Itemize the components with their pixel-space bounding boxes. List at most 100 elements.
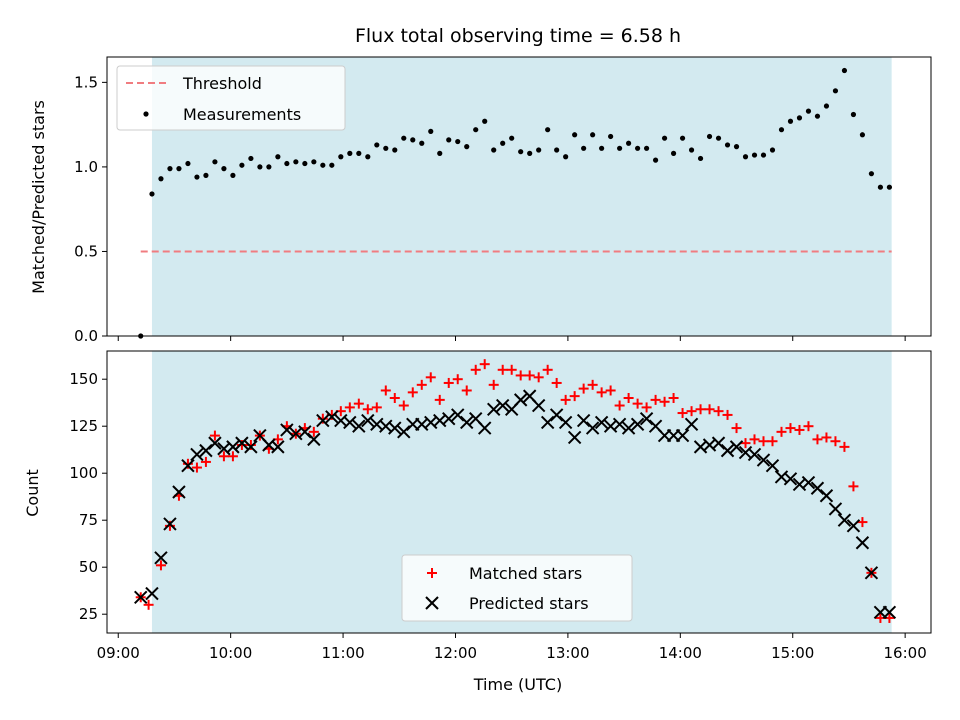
predicted-star-point: [531, 398, 546, 413]
matched-star-point: [803, 421, 814, 432]
measurement-point: [185, 160, 191, 167]
measurement-point: [778, 127, 785, 133]
matched-star-point: [227, 451, 238, 462]
matched-star-point: [452, 374, 463, 385]
measurement-point: [365, 154, 371, 160]
x-tick-label: 11:00: [321, 644, 364, 662]
measurement-point: [877, 184, 884, 190]
predicted-star-point: [585, 421, 600, 435]
x-tick-label: 10:00: [209, 644, 252, 662]
measurement-point: [868, 171, 875, 177]
matched-star-point: [317, 413, 328, 424]
matched-star-point: [425, 372, 436, 383]
measurement-point: [338, 154, 344, 160]
predicted-star-point: [460, 415, 474, 430]
matched-star-point: [461, 385, 472, 396]
measurement-point: [158, 176, 164, 182]
matched-star-point: [533, 372, 544, 383]
y-tick-label: 0.5: [74, 242, 98, 260]
matched-star-point: [443, 377, 454, 388]
matched-star-point: [686, 406, 697, 417]
measurement-point: [491, 147, 497, 153]
measurement-point: [455, 138, 461, 145]
measurement-point: [464, 144, 470, 150]
ratio-y-axis-label: Matched/Predicted stars: [29, 100, 48, 294]
measurement-point: [832, 88, 839, 94]
predicted-star-point: [882, 605, 897, 620]
measurement-point: [500, 140, 506, 146]
measurement-point: [248, 155, 254, 162]
measurement-point: [751, 152, 758, 158]
matched-star-point: [659, 396, 670, 407]
predicted-star-point: [486, 402, 501, 416]
measurement-point: [823, 103, 830, 109]
matched-star-point: [695, 404, 706, 415]
matched-legend-swatch: [427, 568, 437, 578]
matched-star-point: [596, 387, 607, 398]
matched-star-point: [812, 434, 823, 445]
measurement-point: [410, 137, 416, 143]
measurement-point: [356, 150, 362, 156]
predicted-star-point: [235, 436, 249, 450]
measurement-point: [482, 118, 488, 124]
matched-star-point: [398, 400, 409, 411]
matched-star-point: [569, 391, 580, 402]
measurement-point: [715, 135, 722, 141]
predicted-star-point: [163, 517, 177, 531]
predicted-star-point: [630, 417, 645, 432]
predicted-star-point: [846, 519, 861, 533]
matched-star-point: [362, 404, 373, 415]
matched-star-point: [470, 364, 481, 375]
measurement-point: [275, 154, 281, 160]
matched-star-point: [587, 379, 598, 390]
x-tick-label: 12:00: [434, 644, 477, 662]
measurement-point: [814, 113, 821, 119]
measurement-point: [311, 159, 317, 165]
predicted-star-point: [855, 536, 870, 550]
matched-star-point: [407, 387, 418, 398]
measurement-point: [670, 150, 677, 156]
measurement-point: [590, 132, 596, 138]
y-tick-label: 150: [69, 370, 98, 388]
measurement-point: [221, 166, 227, 172]
measurement-point: [652, 157, 659, 163]
matched-star-point: [776, 426, 787, 437]
matched-star-point: [758, 436, 769, 447]
measurement-point: [446, 137, 452, 143]
y-tick-label: 100: [69, 464, 98, 482]
predicted-star-point: [244, 440, 258, 454]
predicted-star-point: [226, 440, 240, 454]
matched-star-point: [434, 394, 445, 405]
predicted-legend-swatch: [425, 596, 439, 610]
matched-star-point: [749, 434, 760, 445]
measurement-point: [392, 147, 398, 153]
predicted-star-point: [190, 447, 204, 462]
predicted-star-point: [208, 436, 222, 450]
measurement-point: [149, 191, 155, 197]
matched-star-point: [830, 436, 841, 447]
predicted-star-point: [756, 453, 771, 467]
predicted-star-point: [684, 417, 699, 432]
predicted-star-point: [397, 425, 411, 439]
x-tick-label: 09:00: [97, 644, 140, 662]
matched-star-point: [740, 438, 751, 449]
matched-star-point: [506, 364, 517, 375]
measurement-point: [302, 160, 308, 167]
predicted-star-point: [298, 425, 312, 439]
matched-star-point: [848, 481, 859, 492]
x-tick-label: 15:00: [771, 644, 814, 662]
predicted-legend-label: Predicted stars: [469, 594, 589, 613]
matched-star-point: [578, 383, 589, 394]
matched-star-point: [515, 370, 526, 381]
predicted-star-point: [621, 421, 636, 435]
predicted-star-point: [576, 413, 591, 428]
measurement-point: [473, 127, 479, 133]
count-legend-box: [401, 554, 633, 622]
threshold-legend-label: Threshold: [182, 74, 262, 93]
matched-star-point: [164, 520, 175, 531]
measurement-point: [194, 174, 200, 180]
predicted-star-point: [837, 513, 852, 527]
matched-star-point: [389, 393, 400, 403]
time-x-axis-label: Time (UTC): [473, 675, 562, 694]
measurement-point: [850, 111, 857, 118]
